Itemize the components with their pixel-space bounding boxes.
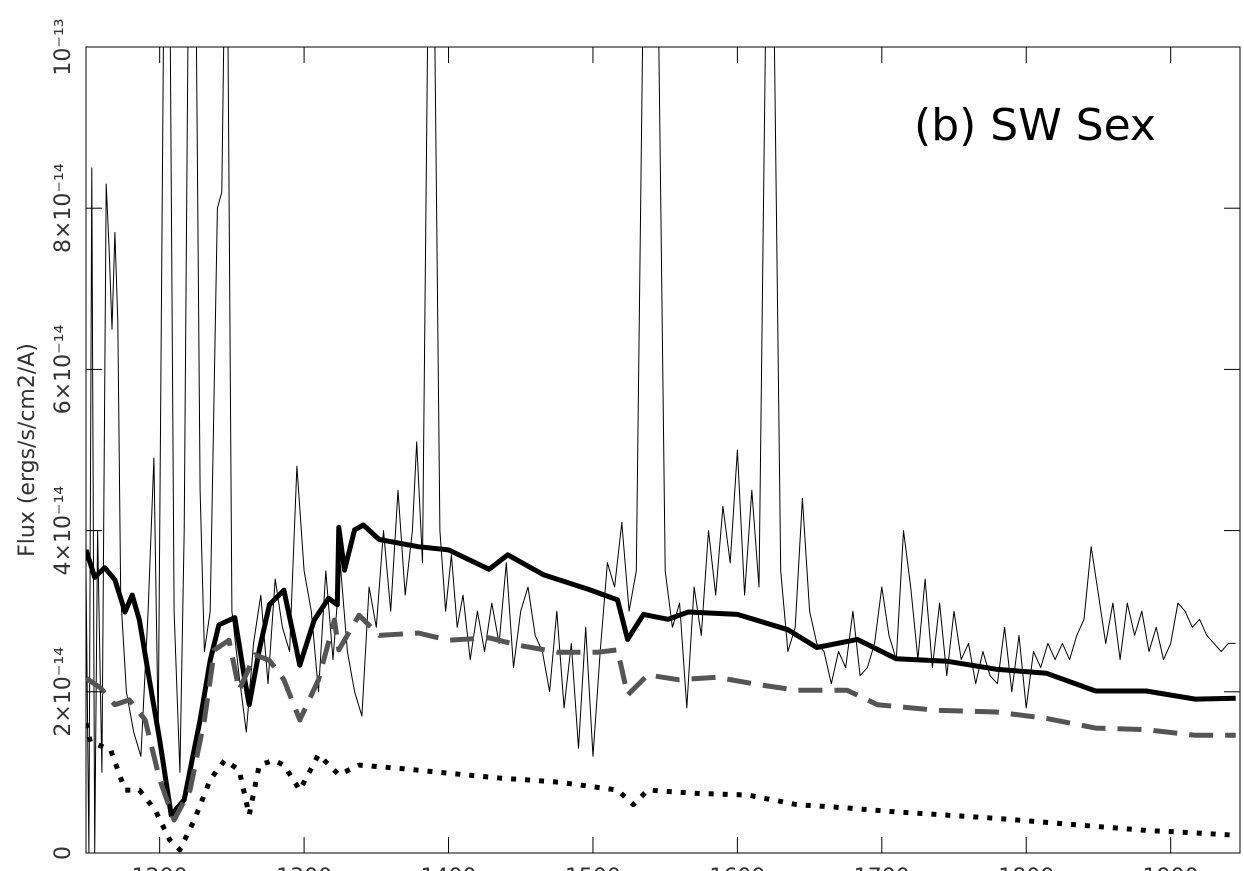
x-tick-label: 1900 xyxy=(1143,865,1199,871)
y-axis-label: Flux (ergs/s/cm2/A) xyxy=(15,343,40,557)
y-tick-label: 6×10⁻¹⁴ xyxy=(51,324,76,414)
spectrum-line xyxy=(86,47,1236,853)
y-tick-label: 8×10⁻¹⁴ xyxy=(51,163,76,253)
x-tick-label: 1200 xyxy=(132,865,188,871)
y-tick-label: 0 xyxy=(51,846,76,860)
y-tick-label: 10⁻¹³ xyxy=(51,18,76,75)
x-tick-label: 1500 xyxy=(565,865,621,871)
x-tick-label: 1800 xyxy=(998,865,1054,871)
x-tick-label: 1600 xyxy=(709,865,765,871)
spectrum-line xyxy=(86,612,1236,823)
annotation: (b) SW Sex xyxy=(914,100,1156,151)
plot-frame xyxy=(85,46,1241,854)
y-tick-label: 4×10⁻¹⁴ xyxy=(51,486,76,576)
y-tick-label: 2×10⁻¹⁴ xyxy=(51,647,76,737)
spectrum-line xyxy=(86,522,1236,818)
spectrum-line xyxy=(86,722,1236,853)
x-tick-label: 1400 xyxy=(421,865,477,871)
x-tick-label: 1300 xyxy=(276,865,332,871)
plot-area xyxy=(86,47,1236,853)
x-tick-label: 1700 xyxy=(854,865,910,871)
